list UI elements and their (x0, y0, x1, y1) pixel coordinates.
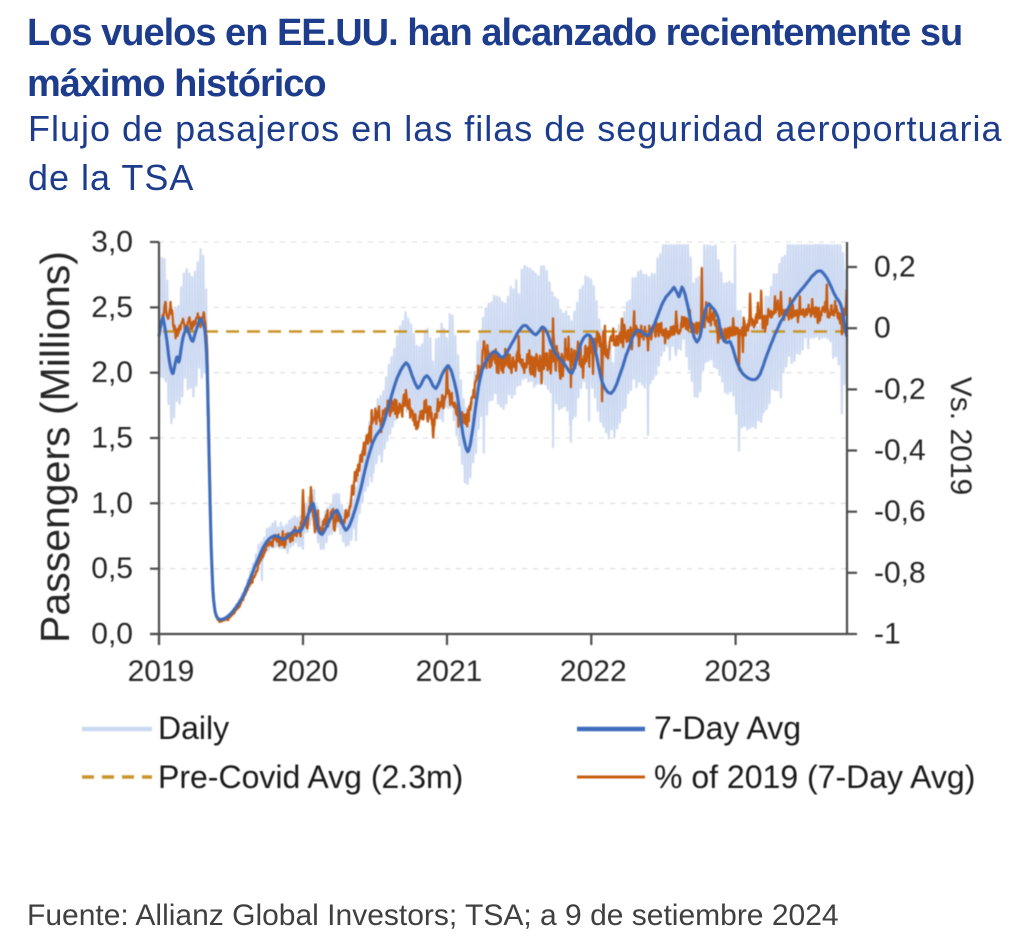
svg-text:3,0: 3,0 (91, 226, 133, 259)
svg-text:2,5: 2,5 (91, 291, 133, 324)
svg-text:-0,2: -0,2 (874, 373, 926, 406)
svg-text:-1: -1 (874, 618, 901, 651)
svg-text:1,5: 1,5 (91, 422, 133, 455)
svg-text:2021: 2021 (416, 655, 483, 688)
svg-text:-0,4: -0,4 (874, 434, 926, 467)
svg-text:2019: 2019 (128, 655, 195, 688)
svg-text:0,2: 0,2 (874, 251, 916, 284)
svg-text:2,0: 2,0 (91, 356, 133, 389)
svg-text:1,0: 1,0 (91, 487, 133, 520)
svg-text:Passengers (Millions): Passengers (Millions) (32, 251, 78, 643)
svg-text:2020: 2020 (272, 655, 339, 688)
svg-text:2022: 2022 (560, 655, 627, 688)
svg-text:0: 0 (874, 312, 891, 345)
svg-text:0,0: 0,0 (91, 618, 133, 651)
svg-text:0,5: 0,5 (91, 552, 133, 585)
svg-text:-0,6: -0,6 (874, 495, 926, 528)
svg-text:Vs. 2019: Vs. 2019 (944, 377, 977, 495)
svg-text:2023: 2023 (704, 655, 771, 688)
svg-text:-0,8: -0,8 (874, 556, 926, 589)
